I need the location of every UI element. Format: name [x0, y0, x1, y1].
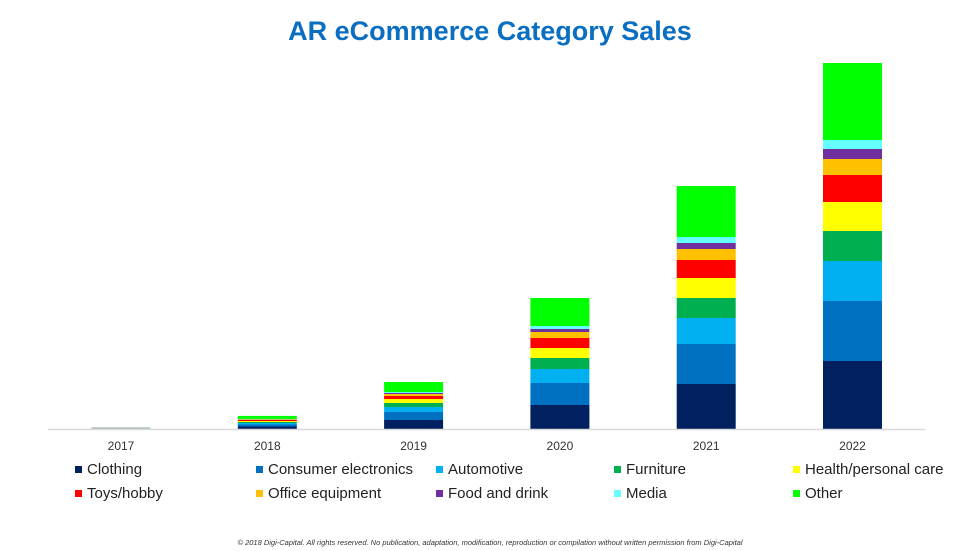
legend-item: Office equipment: [256, 485, 381, 502]
legend-item: Automotive: [436, 461, 523, 478]
legend-item: Clothing: [75, 461, 142, 478]
bar-segment-2020-health-personal-care: [530, 348, 590, 358]
x-tick-label: 2020: [547, 439, 574, 453]
legend-item: Consumer electronics: [256, 461, 413, 478]
legend-swatch: [436, 466, 443, 473]
bar-segment-2022-clothing: [823, 361, 882, 429]
bar-segment-2019-other: [384, 382, 444, 392]
bar-segment-2022-toys-hobby: [823, 175, 882, 202]
bar-segment-2022-office-equipment: [823, 159, 882, 175]
x-tick-label: 2017: [108, 439, 135, 453]
bar-segment-2021-consumer-electronics: [676, 344, 736, 384]
bar-segment-2019-consumer-electronics: [384, 412, 444, 420]
legend-swatch: [256, 466, 263, 473]
bar-segment-2019-media: [384, 392, 444, 393]
legend-swatch: [614, 466, 621, 473]
bar-segment-2021-office-equipment: [676, 249, 736, 260]
bar-segment-2020-furniture: [530, 358, 590, 369]
legend-label: Toys/hobby: [87, 485, 163, 502]
bar-segment-2020-clothing: [530, 405, 590, 429]
bar-segment-2021-automotive: [676, 318, 736, 344]
legend-label: Automotive: [448, 461, 524, 478]
bar-segment-2020-office-equipment: [530, 332, 590, 338]
bar-segment-2021-health-personal-care: [676, 278, 736, 298]
bar-segment-2019-clothing: [384, 420, 444, 429]
legend-label: Clothing: [87, 461, 143, 478]
bar-segment-2022-consumer-electronics: [823, 301, 882, 361]
legend-swatch: [793, 466, 800, 473]
bar-segment-2021-other: [676, 186, 736, 237]
bar-segment-2019-health-personal-care: [384, 399, 444, 403]
legend-label: Furniture: [626, 461, 687, 478]
bar-segment-2022-other: [823, 63, 882, 140]
bar-segment-2022-food-and-drink: [823, 149, 882, 159]
chart-title: AR eCommerce Category Sales: [288, 16, 692, 46]
bar-segment-2019-furniture: [384, 403, 444, 407]
legend-label: Food and drink: [448, 485, 549, 502]
legend-label: Office equipment: [268, 485, 382, 502]
bar-segment-2019-office-equipment: [384, 394, 444, 396]
x-tick-label: 2019: [400, 439, 427, 453]
bar-segment-2020-media: [530, 326, 590, 329]
bar-segment-2019-toys-hobby: [384, 396, 444, 399]
copyright-footer: © 2018 Digi-Capital. All rights reserved…: [237, 538, 743, 547]
bar-segment-2018-consumer-electronics: [237, 424, 297, 427]
bar-segment-2018-toys-hobby: [237, 420, 297, 421]
legend-item: Media: [614, 485, 667, 502]
bar-segment-2018-office-equipment: [237, 419, 297, 420]
legend-swatch: [256, 490, 263, 497]
bar-segment-2018-health-personal-care: [237, 421, 297, 422]
legend-item: Health/personal care: [793, 461, 943, 478]
legend-item: Other: [793, 485, 843, 502]
legend-swatch: [614, 490, 621, 497]
bar-segment-2018-clothing: [237, 426, 297, 429]
legend-item: Toys/hobby: [75, 485, 163, 502]
legend-swatch: [793, 490, 800, 497]
legend-label: Health/personal care: [805, 461, 944, 478]
legend-item: Food and drink: [436, 485, 548, 502]
bar-segment-2021-furniture: [676, 298, 736, 318]
bar-segment-2018-automotive: [237, 423, 297, 425]
bar-segment-2020-consumer-electronics: [530, 383, 590, 405]
bar-segment-2020-food-and-drink: [530, 329, 590, 332]
legend-swatch: [75, 490, 82, 497]
bar-segment-2019-automotive: [384, 407, 444, 412]
legend-label: Other: [805, 485, 843, 502]
bar-segment-2019-food-and-drink: [384, 393, 444, 394]
legend-swatch: [75, 466, 82, 473]
bar-segment-2022-health-personal-care: [823, 202, 882, 231]
bar-segment-2021-clothing: [676, 384, 736, 429]
bar-segment-2020-other: [530, 298, 590, 326]
bar-segment-2022-furniture: [823, 231, 882, 261]
legend-label: Consumer electronics: [268, 461, 414, 478]
x-tick-label: 2018: [254, 439, 281, 453]
bar-segment-2020-toys-hobby: [530, 338, 590, 348]
legend-label: Media: [626, 485, 667, 502]
bar-segment-2021-media: [676, 237, 736, 243]
bar-segment-2018-other: [237, 415, 297, 419]
bar-segment-2022-media: [823, 140, 882, 149]
bar-segment-2021-food-and-drink: [676, 243, 736, 249]
bar-segment-2021-toys-hobby: [676, 260, 736, 278]
x-tick-label: 2022: [839, 439, 866, 453]
bar-segment-2020-automotive: [530, 369, 590, 383]
x-tick-label: 2021: [693, 439, 720, 453]
bar-segment-2022-automotive: [823, 261, 882, 301]
bar-segment-2018-furniture: [237, 422, 297, 423]
legend-item: Furniture: [614, 461, 686, 478]
legend-swatch: [436, 490, 443, 497]
